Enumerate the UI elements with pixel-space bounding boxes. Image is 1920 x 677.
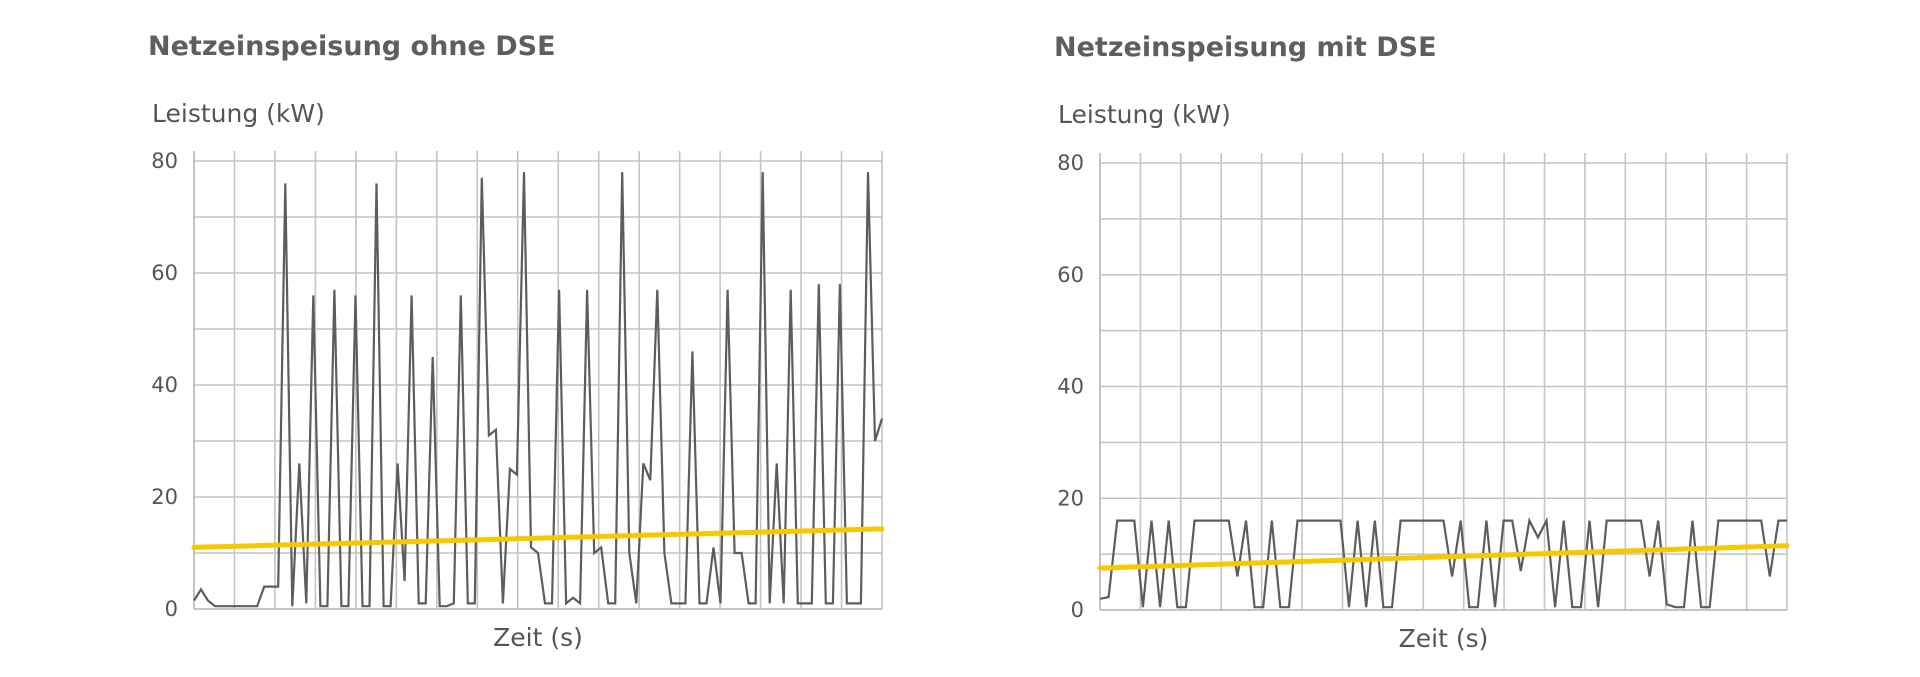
y-axis-label: Leistung (kW) bbox=[152, 99, 325, 128]
x-axis-label: Zeit (s) bbox=[493, 623, 583, 652]
y-tick-label: 80 bbox=[1057, 151, 1084, 175]
x-axis-label: Zeit (s) bbox=[1399, 624, 1489, 653]
y-tick-label: 80 bbox=[151, 149, 178, 173]
y-tick-label: 60 bbox=[1057, 263, 1084, 287]
chart-with-dse: Netzeinspeisung mit DSE Leistung (kW) 0 20 4… bbox=[1054, 32, 1790, 653]
y-tick-label: 0 bbox=[1071, 598, 1084, 622]
chart-without-dse: Netzeinspeisung ohne DSE Leistung (kW) 0 20… bbox=[148, 31, 885, 652]
y-tick-label: 40 bbox=[1057, 375, 1084, 399]
y-tick-label: 60 bbox=[151, 261, 178, 285]
chart-title: Netzeinspeisung mit DSE bbox=[1054, 32, 1437, 63]
trend-line bbox=[191, 526, 885, 550]
trend-line bbox=[1097, 543, 1790, 571]
y-axis-label: Leistung (kW) bbox=[1058, 100, 1231, 129]
chart-title: Netzeinspeisung ohne DSE bbox=[148, 31, 556, 62]
series-line bbox=[193, 172, 884, 608]
y-tick-label: 20 bbox=[1057, 486, 1084, 510]
y-tick-label: 20 bbox=[151, 485, 178, 509]
y-tick-label: 40 bbox=[151, 373, 178, 397]
series-line bbox=[1099, 516, 1787, 609]
y-tick-label: 0 bbox=[165, 597, 178, 621]
